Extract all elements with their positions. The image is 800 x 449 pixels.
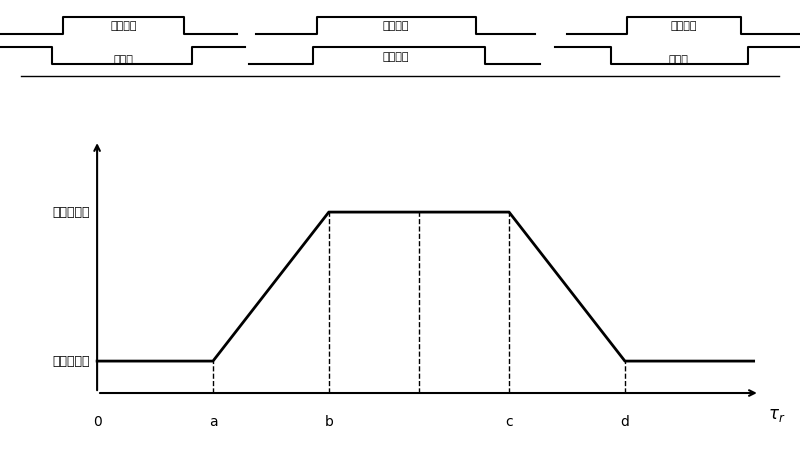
Text: 转子槽: 转子槽	[669, 55, 689, 66]
Text: a: a	[209, 415, 218, 429]
Text: 转子槽: 转子槽	[114, 55, 134, 66]
Text: d: d	[621, 415, 630, 429]
Text: b: b	[324, 415, 334, 429]
Text: c: c	[506, 415, 513, 429]
Text: 定子凸极: 定子凸极	[382, 21, 409, 31]
Text: 定子凸极: 定子凸极	[670, 21, 698, 31]
Text: $\tau_r$: $\tau_r$	[769, 406, 786, 424]
Text: 定子凸极: 定子凸极	[110, 21, 137, 31]
Text: 转子凸极: 转子凸极	[382, 52, 409, 62]
Text: 0: 0	[93, 415, 102, 429]
Text: 最小电感值: 最小电感值	[52, 206, 90, 219]
Text: 最大电感值: 最大电感值	[52, 355, 90, 368]
